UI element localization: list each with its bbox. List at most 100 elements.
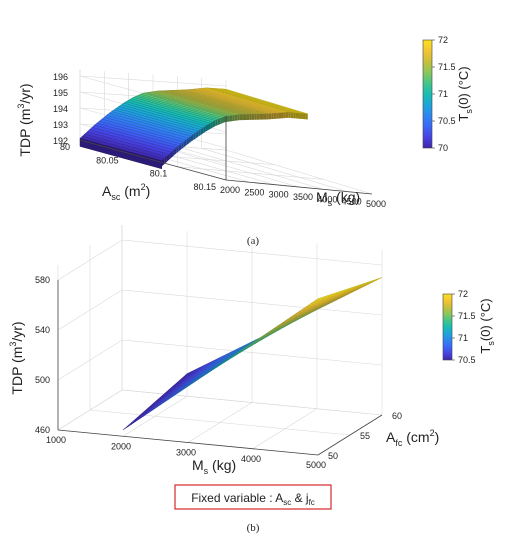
panel-b-z-axis-label: TDP (m3/yr) xyxy=(8,321,25,394)
panel-a-z-tick-label: 192 xyxy=(53,136,68,146)
panel-a-surface-front xyxy=(305,113,308,120)
panel-a-asc-tick-label: 80 xyxy=(60,142,70,152)
panel-a-surface-front xyxy=(205,124,208,132)
panel-a-colorbar-tick-label: 71.5 xyxy=(438,62,456,72)
panel-a-surface-front xyxy=(290,112,294,119)
panel-a-surface-front xyxy=(298,113,301,119)
panel-a-asc-tick-label: 80.05 xyxy=(96,155,119,165)
panel-a-surface-front xyxy=(166,154,170,163)
panel-b-colorbar-tick-label: 71.5 xyxy=(458,311,476,321)
panel-a-colorbar-tick-label: 70 xyxy=(438,143,448,153)
panel-a-asc-tick-label: 80.15 xyxy=(193,182,216,192)
panel-a-surface-front xyxy=(183,139,187,148)
panel-a-surface-front xyxy=(215,119,218,127)
panel-a-axes xyxy=(79,116,373,195)
panel-a-asc-tick-label: 80.1 xyxy=(150,169,168,179)
fixed-variable-box xyxy=(174,484,332,510)
panel-b-y-axis-label: Afc (cm2) xyxy=(386,428,439,448)
panel-a-surface-front xyxy=(222,116,226,124)
panel-a-surface-front xyxy=(188,136,191,144)
panel-b-ms-tick-label: 4000 xyxy=(241,454,261,464)
panel-a-y-axis-label: Ms (kg) xyxy=(316,189,360,208)
panel-a-surface-front xyxy=(193,132,196,140)
panel-a-ms-tick-label: 3500 xyxy=(293,192,313,202)
panel-a-surface-front xyxy=(239,114,243,121)
panel-a-surface-front xyxy=(186,137,189,146)
panel-b-z-tick-label: 460 xyxy=(35,425,50,435)
panel-a-x-axis-label: Asc (m2) xyxy=(102,182,150,202)
panel-a-colorbar-label: Ts(0) (°C) xyxy=(456,66,474,121)
panel-b-chart: 460 500 540 580 1000 2000 3000 4000 5000 50 55 60… xyxy=(8,225,496,534)
panel-b-afc-tick-label: 50 xyxy=(328,451,338,461)
panel-a-surface-front xyxy=(200,127,204,135)
panel-b-gridline-afc-floor xyxy=(89,409,351,436)
panel-a-surface-front xyxy=(203,126,206,134)
panel-a-surface-front xyxy=(220,117,223,125)
panel-a-chart: 192 193 194 195 196 80 80.05 80.1 80.15 2000 250… xyxy=(16,35,474,247)
panel-a-surface-front xyxy=(285,112,289,119)
panel-a-surface-front xyxy=(181,141,184,150)
panel-a-z-ticks: 192 193 194 195 196 xyxy=(53,72,68,146)
panel-a-surface-front xyxy=(176,145,179,154)
panel-a-colorbar-tick-label: 71 xyxy=(438,89,448,99)
panel-a-ms-axis xyxy=(225,179,373,195)
panel-a-surface-front xyxy=(293,112,296,119)
panel-a-y-ticks: 2000 2500 3000 3500 4000 4500 5000 xyxy=(220,185,386,209)
panel-b-colorbar-ticks: 70.5 71 71.5 72 xyxy=(452,289,476,365)
panel-a-z-axis-label: TDP (m3/yr) xyxy=(16,83,33,156)
panel-a-surface-front xyxy=(273,113,277,119)
panel-a-ms-tick-label: 2500 xyxy=(244,187,264,197)
panel-a-surface-front xyxy=(263,113,267,120)
panel-a-gridline-asc-floor xyxy=(177,166,324,180)
panel-a-surface-front xyxy=(210,121,213,129)
panel-a-surface-front xyxy=(244,114,247,121)
panel-a-colorbar-ticks: 70 70.5 71 71.5 72 xyxy=(432,35,456,153)
panel-a-surface-front xyxy=(256,114,260,120)
panel-a-ms-tick-label: 5000 xyxy=(366,199,386,209)
panel-a-surface-front xyxy=(234,114,238,121)
panel-b-z-ticks: 460 500 540 580 xyxy=(35,275,50,435)
panel-b-colorbar-tick-label: 72 xyxy=(458,289,468,299)
panel-b-colorbar-tick-label: 71 xyxy=(458,333,468,343)
panel-a-surface-front xyxy=(169,152,172,160)
panel-b-z-tick-label: 580 xyxy=(35,275,50,285)
panel-a-surface-front xyxy=(251,114,255,120)
panel-b-gridline-z xyxy=(57,389,383,431)
panel-a-surface-front xyxy=(217,118,221,126)
panel-a-colorbar-tick-label: 70.5 xyxy=(438,116,456,126)
panel-a-gridline-ms-floor xyxy=(225,149,373,195)
panel-a-z-tick-label: 196 xyxy=(53,72,68,82)
panel-b-ms-tick-label: 3000 xyxy=(176,448,196,458)
panel-a-surface-front xyxy=(278,112,281,119)
panel-a-surface-front xyxy=(288,112,291,119)
panel-b-x-ticks: 1000 2000 3000 4000 5000 xyxy=(46,435,326,470)
panel-b-ms-axis xyxy=(57,429,319,456)
panel-a-surface-front xyxy=(198,129,201,137)
panel-a-surface-front xyxy=(271,113,274,120)
panel-b-y-ticks: 50 55 60 xyxy=(328,411,402,461)
panel-b-ms-tick-label: 2000 xyxy=(111,441,131,451)
panel-a-ms-tick-label: 4000 xyxy=(317,194,337,204)
panel-b-afc-tick-label: 60 xyxy=(392,411,402,421)
panel-a-surface-front xyxy=(207,123,211,131)
panel-b-colorbar xyxy=(442,293,453,361)
panel-a-z-tick-label: 194 xyxy=(53,104,68,114)
panel-a-surface-front xyxy=(300,113,303,120)
panel-b-colorbar-tick-label: 70.5 xyxy=(458,355,476,365)
panel-a-surface-front xyxy=(232,115,235,122)
panel-a-surface-front xyxy=(295,112,299,119)
panel-a-surface-front xyxy=(195,131,199,139)
panel-a-surface-front xyxy=(190,134,194,142)
panel-a-surface-front xyxy=(254,114,257,120)
panel-a-surface-front xyxy=(249,114,252,120)
fixed-variable-text: Fixed variable : Asc & jfc xyxy=(191,491,315,507)
panel-a-ms-tick-label: 2000 xyxy=(220,185,240,195)
panel-b-caption: (b) xyxy=(247,522,260,534)
panel-b-axes xyxy=(57,280,383,456)
panel-a-surface-front xyxy=(242,114,245,121)
panel-a-surface-front xyxy=(237,114,240,121)
panel-a-z-tick-label: 195 xyxy=(53,88,68,98)
panel-a-surface xyxy=(79,87,308,170)
